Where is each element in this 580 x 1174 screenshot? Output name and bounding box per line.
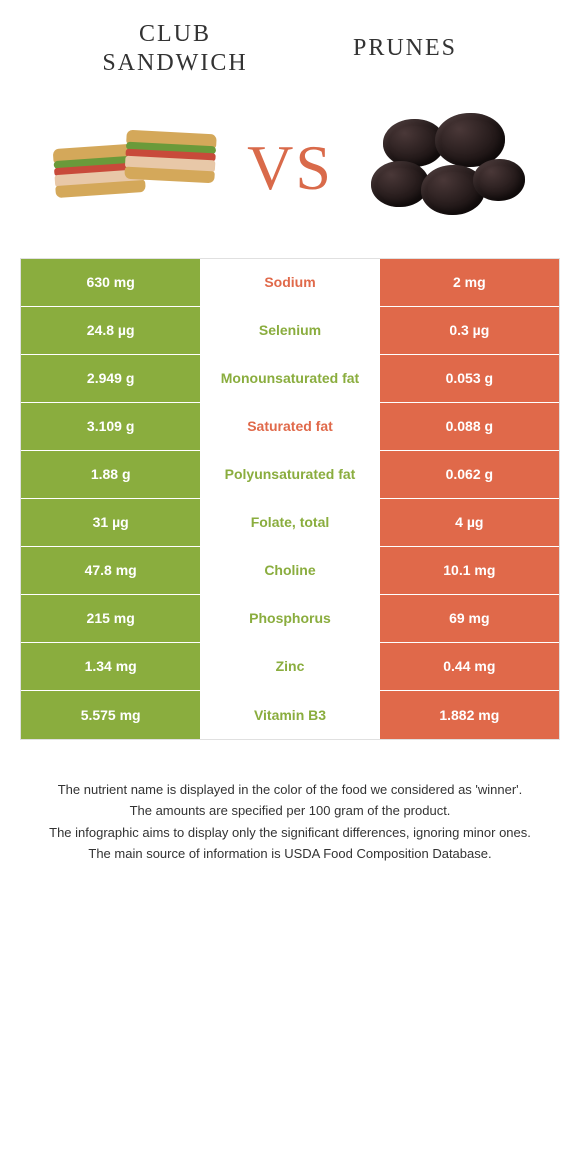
footer-line: The infographic aims to display only the… bbox=[40, 823, 540, 843]
left-value: 24.8 µg bbox=[21, 307, 200, 354]
title-line2: SANDWICH bbox=[102, 50, 247, 76]
nutrient-label: Vitamin B3 bbox=[200, 691, 379, 739]
left-food-title: CLUB SANDWICH bbox=[60, 20, 290, 78]
table-row: 2.949 gMonounsaturated fat0.053 g bbox=[21, 355, 559, 403]
nutrient-label: Sodium bbox=[200, 259, 379, 306]
nutrient-label: Monounsaturated fat bbox=[200, 355, 379, 402]
comparison-table: 630 mgSodium2 mg24.8 µgSelenium0.3 µg2.9… bbox=[20, 258, 560, 740]
right-value: 4 µg bbox=[380, 499, 559, 546]
club-sandwich-image bbox=[50, 108, 220, 228]
right-value: 10.1 mg bbox=[380, 547, 559, 594]
nutrient-label: Folate, total bbox=[200, 499, 379, 546]
left-value: 630 mg bbox=[21, 259, 200, 306]
nutrient-label: Saturated fat bbox=[200, 403, 379, 450]
right-value: 69 mg bbox=[380, 595, 559, 642]
right-value: 0.3 µg bbox=[380, 307, 559, 354]
footer-notes: The nutrient name is displayed in the co… bbox=[20, 740, 560, 864]
footer-line: The main source of information is USDA F… bbox=[40, 844, 540, 864]
table-row: 1.88 gPolyunsaturated fat0.062 g bbox=[21, 451, 559, 499]
table-row: 3.109 gSaturated fat0.088 g bbox=[21, 403, 559, 451]
right-value: 0.088 g bbox=[380, 403, 559, 450]
left-value: 5.575 mg bbox=[21, 691, 200, 739]
table-row: 24.8 µgSelenium0.3 µg bbox=[21, 307, 559, 355]
nutrient-label: Selenium bbox=[200, 307, 379, 354]
footer-line: The amounts are specified per 100 gram o… bbox=[40, 801, 540, 821]
right-food-title: PRUNES bbox=[290, 34, 520, 63]
table-row: 215 mgPhosphorus69 mg bbox=[21, 595, 559, 643]
right-value: 0.44 mg bbox=[380, 643, 559, 690]
table-row: 5.575 mgVitamin B31.882 mg bbox=[21, 691, 559, 739]
table-row: 31 µgFolate, total4 µg bbox=[21, 499, 559, 547]
left-value: 215 mg bbox=[21, 595, 200, 642]
right-value: 1.882 mg bbox=[380, 691, 559, 739]
left-value: 1.88 g bbox=[21, 451, 200, 498]
footer-line: The nutrient name is displayed in the co… bbox=[40, 780, 540, 800]
nutrient-label: Phosphorus bbox=[200, 595, 379, 642]
left-value: 1.34 mg bbox=[21, 643, 200, 690]
vs-label: VS bbox=[247, 131, 333, 205]
left-value: 47.8 mg bbox=[21, 547, 200, 594]
left-value: 31 µg bbox=[21, 499, 200, 546]
left-value: 2.949 g bbox=[21, 355, 200, 402]
nutrient-label: Zinc bbox=[200, 643, 379, 690]
title-line1: CLUB bbox=[139, 21, 211, 47]
right-value: 0.062 g bbox=[380, 451, 559, 498]
header: CLUB SANDWICH PRUNES bbox=[20, 20, 560, 98]
nutrient-label: Polyunsaturated fat bbox=[200, 451, 379, 498]
nutrient-label: Choline bbox=[200, 547, 379, 594]
table-row: 630 mgSodium2 mg bbox=[21, 259, 559, 307]
images-row: VS bbox=[20, 98, 560, 258]
table-row: 1.34 mgZinc0.44 mg bbox=[21, 643, 559, 691]
left-value: 3.109 g bbox=[21, 403, 200, 450]
prunes-image bbox=[360, 108, 530, 228]
right-value: 0.053 g bbox=[380, 355, 559, 402]
right-value: 2 mg bbox=[380, 259, 559, 306]
table-row: 47.8 mgCholine10.1 mg bbox=[21, 547, 559, 595]
